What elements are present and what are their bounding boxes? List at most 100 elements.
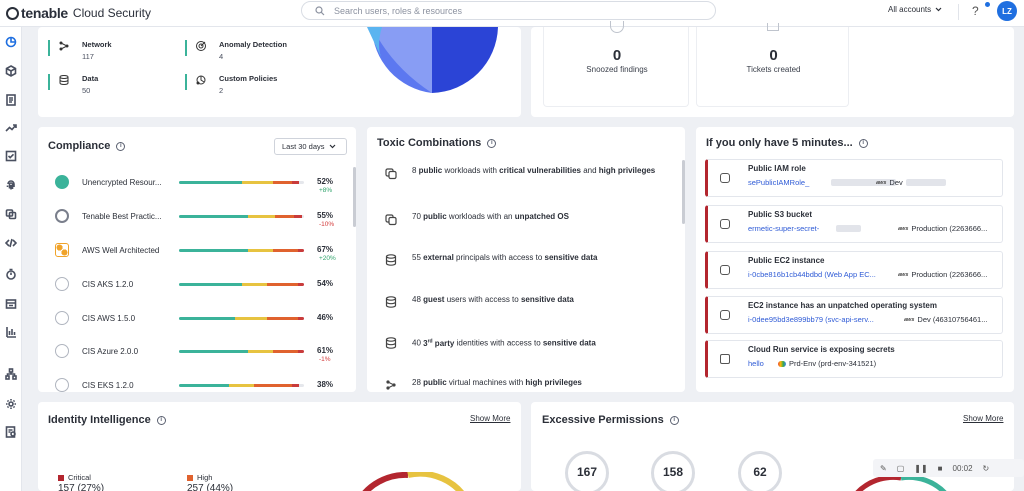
- progress-segment: [179, 249, 248, 252]
- permission-count-circle[interactable]: 167: [565, 451, 609, 491]
- progress-segment: [272, 249, 298, 252]
- stat-anomaly[interactable]: Anomaly Detection 4: [185, 40, 287, 61]
- timer-icon[interactable]: [4, 267, 17, 280]
- info-icon[interactable]: i: [116, 141, 126, 151]
- compliance-row[interactable]: CIS Azure 2.0.0 61% -1%: [55, 344, 340, 364]
- tenable-logo[interactable]: tenable Cloud Security: [6, 4, 151, 22]
- pencil-icon[interactable]: ✎: [880, 463, 887, 473]
- help-icon[interactable]: ?: [972, 4, 979, 18]
- search-input[interactable]: Search users, roles & resources: [301, 1, 716, 20]
- cube-icon[interactable]: [4, 64, 17, 77]
- compliance-row[interactable]: CIS EKS 1.2.0 38%: [55, 378, 340, 398]
- toxic-combination-row[interactable]: 8 public workloads with critical vulnera…: [384, 165, 674, 195]
- audit-icon[interactable]: [4, 425, 17, 438]
- database-icon: [385, 296, 397, 308]
- permission-count-circle[interactable]: 62: [738, 451, 782, 491]
- gear-icon[interactable]: [4, 397, 17, 410]
- info-icon[interactable]: i: [156, 415, 166, 425]
- compliance-delta: -10%: [319, 221, 335, 228]
- pause-icon[interactable]: ❚❚: [914, 463, 928, 473]
- dashboard-icon[interactable]: [4, 35, 17, 48]
- progress-segment: [297, 283, 304, 286]
- compliance-row[interactable]: CIS AWS 1.5.0 46%: [55, 311, 340, 331]
- tickets-tile[interactable]: 0 Tickets created: [696, 23, 849, 107]
- resource-link[interactable]: i-0dee95bd3e899bb79 (svc-api-serv...: [748, 315, 874, 324]
- stop-icon[interactable]: ■: [937, 463, 943, 473]
- toxic-scrollbar[interactable]: [682, 160, 685, 224]
- resource-link[interactable]: sePublicIAMRole_: [748, 178, 810, 187]
- compliance-progress-bar: [179, 215, 304, 218]
- stat-data[interactable]: Data 50: [48, 74, 98, 95]
- lock-icon: [720, 354, 730, 364]
- resource-link[interactable]: i-0cbe816b1cb44bdbd (Web App EC...: [748, 270, 876, 279]
- logo-ring-icon: [6, 6, 19, 20]
- five-minutes-title-text: If you only have 5 minutes...: [706, 137, 853, 149]
- toxic-combination-row[interactable]: 40 3rd party identities with access to s…: [384, 335, 674, 365]
- info-icon[interactable]: i: [858, 138, 868, 148]
- toxic-combination-row[interactable]: 28 public virtual machines with high pri…: [384, 377, 674, 407]
- compliance-row[interactable]: Tenable Best Practic... 55% -10%: [55, 209, 340, 229]
- compliance-progress-bar: [179, 317, 304, 320]
- fingerprint-icon[interactable]: [4, 178, 17, 191]
- findings-pie: [367, 27, 498, 93]
- quick-finding-row[interactable]: EC2 instance has an unpatched operating …: [705, 296, 1003, 334]
- reports-icon[interactable]: [4, 325, 17, 338]
- resource-link[interactable]: hello: [748, 359, 764, 368]
- toxic-combination-text: 28 public virtual machines with high pri…: [412, 378, 582, 387]
- compliance-delta: +20%: [319, 255, 336, 262]
- recording-time: 00:02: [952, 463, 973, 473]
- snoozed-label: Snoozed findings: [586, 65, 648, 74]
- chevron-down-icon: [935, 7, 942, 12]
- checklist-icon[interactable]: [4, 149, 17, 162]
- quick-finding-row[interactable]: Public IAM role sePublicIAMRole_ aws Dev: [705, 159, 1003, 197]
- quick-finding-row[interactable]: Public S3 bucket ermetic-super-secret-aws…: [705, 205, 1003, 243]
- compliance-row[interactable]: CIS AKS 1.2.0 54%: [55, 277, 340, 297]
- critical-legend: Critical: [58, 473, 91, 482]
- compliance-name: Unencrypted Resour...: [82, 178, 162, 187]
- workloads-icon: [385, 214, 397, 226]
- permission-count-circle[interactable]: 158: [651, 451, 695, 491]
- compliance-row[interactable]: Unencrypted Resour... 52% +8%: [55, 175, 340, 195]
- compliance-row[interactable]: AWS Well Architected 67% +20%: [55, 243, 340, 263]
- time-range-select[interactable]: Last 30 days: [274, 138, 347, 155]
- info-icon[interactable]: i: [487, 138, 497, 148]
- stat-value: 50: [82, 86, 91, 95]
- identity-show-more-link[interactable]: Show More: [470, 414, 511, 423]
- account-env-text: Prd-Env (prd-env-341521): [789, 359, 877, 368]
- code-icon[interactable]: [4, 236, 17, 249]
- excessive-show-more-link[interactable]: Show More: [963, 414, 1004, 423]
- cis-logo-icon: [55, 344, 69, 358]
- sticker-icon[interactable]: ▢: [896, 463, 905, 473]
- account-env: aws Dev: [876, 178, 946, 187]
- stat-network[interactable]: Network 117: [48, 40, 112, 61]
- toxic-combinations-card: [367, 127, 685, 392]
- document-icon[interactable]: [4, 93, 17, 106]
- header-divider: [958, 4, 959, 20]
- account-env: aws Production (2263666...: [898, 224, 987, 233]
- search-placeholder: Search users, roles & resources: [334, 5, 463, 16]
- avatar[interactable]: LZ: [997, 1, 1017, 21]
- toxic-combination-row[interactable]: 55 external principals with access to se…: [384, 252, 674, 282]
- inventory-icon[interactable]: [4, 297, 17, 310]
- compliance-scrollbar[interactable]: [353, 167, 356, 227]
- account-env: aws Dev (46310756461...: [904, 315, 987, 324]
- snoozed-tile[interactable]: 0 Snoozed findings: [543, 21, 689, 107]
- compliance-name: Tenable Best Practic...: [82, 212, 162, 221]
- stat-policies[interactable]: Custom Policies 2: [185, 74, 277, 95]
- trend-icon[interactable]: [4, 121, 17, 134]
- quick-finding-row[interactable]: Cloud Run service is exposing secrets hel…: [705, 340, 1003, 378]
- info-icon[interactable]: i: [669, 415, 679, 425]
- resource-link[interactable]: ermetic-super-secret-: [748, 224, 820, 233]
- compliance-percent: 38%: [317, 380, 334, 389]
- toxic-combination-row[interactable]: 70 public workloads with an unpatched OS: [384, 211, 674, 241]
- quick-finding-title: Public S3 bucket: [748, 210, 813, 219]
- hierarchy-icon[interactable]: [4, 367, 17, 380]
- snooze-icon: [610, 21, 624, 33]
- quick-finding-row[interactable]: Public EC2 instance i-0cbe816b1cb44bdbd (…: [705, 251, 1003, 289]
- identity-card: [38, 402, 521, 491]
- workloads-icon[interactable]: [4, 207, 17, 220]
- toxic-combination-text: 48 guest users with access to sensitive …: [412, 295, 574, 304]
- accounts-dropdown[interactable]: All accounts: [888, 5, 942, 14]
- restart-icon[interactable]: ↻: [982, 463, 990, 473]
- toxic-combination-row[interactable]: 48 guest users with access to sensitive …: [384, 294, 674, 324]
